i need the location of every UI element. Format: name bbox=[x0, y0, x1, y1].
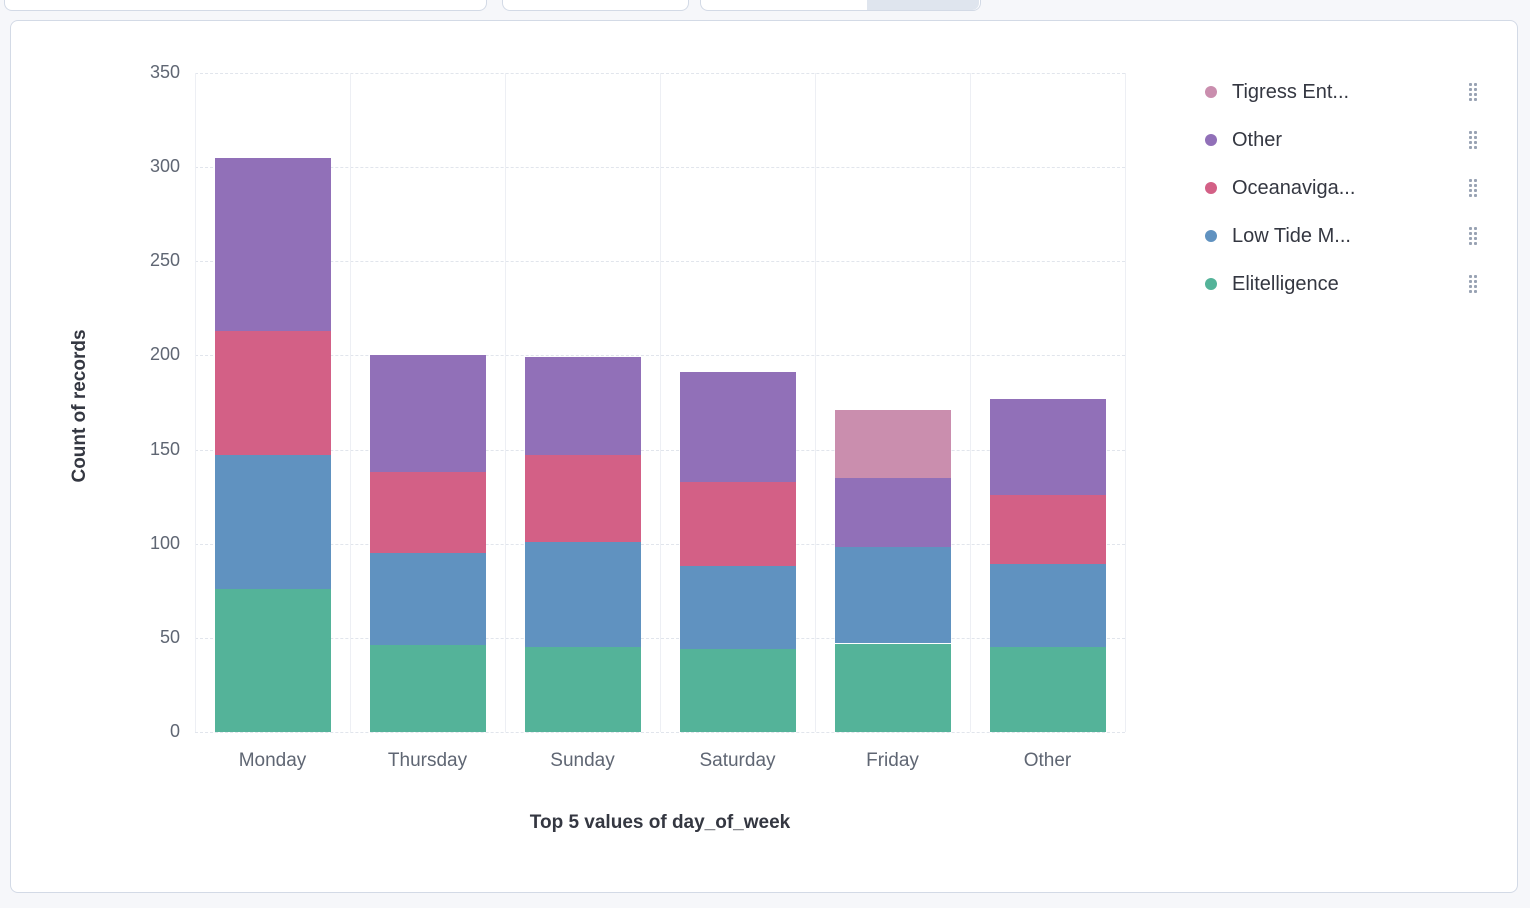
bar-segment-oceanaviga-[interactable] bbox=[369, 472, 486, 554]
legend-item-label: Oceanaviga... bbox=[1232, 176, 1356, 199]
legend-item-other[interactable]: Other bbox=[1205, 116, 1477, 164]
x-axis-tick-label: Sunday bbox=[550, 750, 615, 771]
legend-item-actions-icon[interactable] bbox=[1469, 83, 1477, 101]
bar-segment-elitelligence[interactable] bbox=[834, 643, 951, 732]
gridline-vertical bbox=[505, 73, 506, 732]
legend-color-dot bbox=[1205, 230, 1217, 242]
gridline-vertical bbox=[660, 73, 661, 732]
legend-color-dot bbox=[1205, 86, 1217, 98]
bar-segment-low-tide-m-[interactable] bbox=[214, 455, 331, 589]
bar-segment-low-tide-m-[interactable] bbox=[524, 541, 641, 648]
date-picker-button[interactable] bbox=[867, 0, 979, 10]
y-axis-tick-label: 50 bbox=[159, 626, 180, 647]
legend-item-elitelligence[interactable]: Elitelligence bbox=[1205, 260, 1477, 308]
legend-item-label: Elitelligence bbox=[1232, 272, 1339, 295]
y-axis-tick-label: 350 bbox=[149, 62, 180, 82]
gridline-vertical bbox=[1125, 73, 1126, 732]
y-axis-tick-label: 0 bbox=[169, 721, 180, 741]
query-bar[interactable] bbox=[4, 0, 487, 11]
x-axis-tick-label: Friday bbox=[866, 750, 919, 771]
bar-segment-tigress-ent-[interactable] bbox=[834, 410, 951, 478]
bar-segment-other[interactable] bbox=[369, 355, 486, 473]
x-axis-tick-label: Other bbox=[1023, 750, 1072, 771]
y-axis-tick-label: 250 bbox=[149, 250, 180, 271]
y-axis-tick-label: 100 bbox=[149, 532, 180, 553]
bar-segment-other[interactable] bbox=[834, 477, 951, 548]
bar-segment-elitelligence[interactable] bbox=[369, 645, 486, 732]
x-axis-tick-label: Thursday bbox=[387, 750, 468, 771]
x-axis-tick-label: Monday bbox=[238, 750, 307, 771]
bar-segment-low-tide-m-[interactable] bbox=[989, 564, 1106, 648]
bar-segment-low-tide-m-[interactable] bbox=[369, 553, 486, 646]
bar-segment-elitelligence[interactable] bbox=[524, 647, 641, 732]
x-axis-title: Top 5 values of day_of_week bbox=[529, 812, 791, 833]
bar-segment-oceanaviga-[interactable] bbox=[679, 481, 796, 567]
legend-color-dot bbox=[1205, 278, 1217, 290]
bar-segment-oceanaviga-[interactable] bbox=[989, 494, 1106, 565]
legend-item-actions-icon[interactable] bbox=[1469, 179, 1477, 197]
gridline-vertical bbox=[815, 73, 816, 732]
bar-segment-oceanaviga-[interactable] bbox=[214, 330, 331, 456]
gridline-vertical bbox=[970, 73, 971, 732]
gridline-vertical bbox=[195, 73, 196, 732]
legend-item-actions-icon[interactable] bbox=[1469, 227, 1477, 245]
y-axis-tick-label: 150 bbox=[149, 438, 180, 459]
legend-item-low-tide-m-[interactable]: Low Tide M... bbox=[1205, 212, 1477, 260]
legend-item-tigress-ent-[interactable]: Tigress Ent... bbox=[1205, 68, 1477, 116]
bar-segment-elitelligence[interactable] bbox=[989, 647, 1106, 732]
chart-legend: Tigress Ent... Other Oceanaviga... Low Tide… bbox=[1205, 68, 1477, 308]
bar-segment-other[interactable] bbox=[989, 398, 1106, 495]
legend-item-label: Tigress Ent... bbox=[1232, 80, 1350, 103]
y-axis-title: Count of records bbox=[69, 329, 90, 483]
bar-segment-low-tide-m-[interactable] bbox=[679, 566, 796, 650]
y-axis-tick-label: 200 bbox=[149, 344, 180, 365]
x-axis-tick-label: Saturday bbox=[699, 750, 776, 771]
bar-segment-other[interactable] bbox=[679, 372, 796, 482]
bar-segment-elitelligence[interactable] bbox=[214, 588, 331, 732]
date-picker[interactable] bbox=[700, 0, 981, 11]
bar-segment-other[interactable] bbox=[214, 157, 331, 331]
legend-color-dot bbox=[1205, 134, 1217, 146]
legend-item-label: Other bbox=[1232, 128, 1283, 151]
bar-segment-oceanaviga-[interactable] bbox=[524, 455, 641, 542]
legend-item-actions-icon[interactable] bbox=[1469, 275, 1477, 293]
legend-item-oceanaviga-[interactable]: Oceanaviga... bbox=[1205, 164, 1477, 212]
legend-color-dot bbox=[1205, 182, 1217, 194]
gridline-vertical bbox=[350, 73, 351, 732]
filter-pill[interactable] bbox=[502, 0, 689, 11]
gridline-horizontal bbox=[195, 732, 1125, 733]
bar-segment-other[interactable] bbox=[524, 357, 641, 456]
bar-segment-low-tide-m-[interactable] bbox=[834, 547, 951, 644]
bar-segment-elitelligence[interactable] bbox=[679, 649, 796, 732]
legend-item-label: Low Tide M... bbox=[1232, 224, 1351, 247]
y-axis-tick-label: 300 bbox=[149, 156, 180, 177]
legend-item-actions-icon[interactable] bbox=[1469, 131, 1477, 149]
